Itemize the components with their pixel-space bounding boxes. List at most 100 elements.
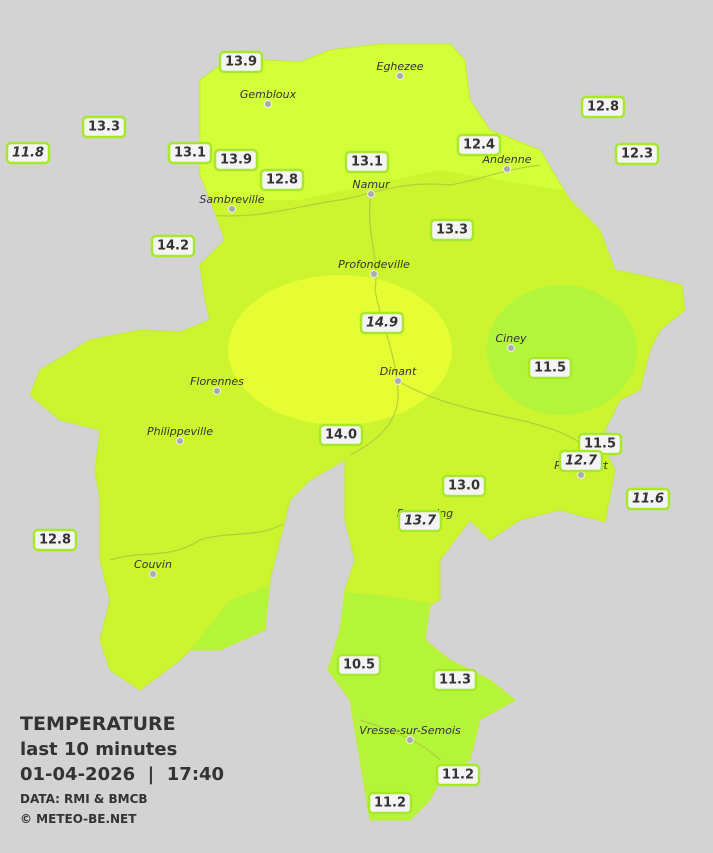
station: 13.7 bbox=[397, 509, 443, 533]
station-value: 11.5 bbox=[534, 361, 566, 376]
station-value: 12.3 bbox=[621, 147, 653, 162]
legend-title: TEMPERATURE bbox=[20, 713, 176, 735]
zone-cool bbox=[190, 585, 270, 650]
station-value: 13.0 bbox=[448, 479, 480, 494]
city-dot bbox=[370, 270, 378, 278]
station: 13.3 bbox=[429, 218, 475, 242]
station-box bbox=[213, 148, 259, 172]
city-label: Dinant bbox=[380, 365, 417, 378]
station: 12.3 bbox=[614, 142, 660, 166]
station: 11.2 bbox=[367, 791, 413, 815]
station-box bbox=[318, 423, 364, 447]
station-value: 13.9 bbox=[220, 153, 252, 168]
city-dot bbox=[149, 570, 157, 578]
station-box bbox=[336, 653, 382, 677]
station-value: 13.1 bbox=[351, 155, 383, 170]
city-dot bbox=[394, 377, 402, 385]
station-value: 11.3 bbox=[439, 673, 471, 688]
station: 13.1 bbox=[167, 141, 213, 165]
legend-timestamp: 01-04-2026 | 17:40 bbox=[20, 764, 224, 785]
city-label: Florennes bbox=[190, 375, 244, 388]
legend: TEMPERATURE last 10 minutes 01-04-2026 |… bbox=[20, 713, 224, 826]
station-value: 13.7 bbox=[404, 514, 437, 529]
city-dot bbox=[503, 165, 511, 173]
stations: 13.9 13.3 11.8 13.1 13.9 12.8 13.1 12.4 12.8 12.3… bbox=[5, 50, 671, 815]
station-box bbox=[429, 218, 475, 242]
station: 12.7 bbox=[558, 449, 604, 473]
city-dot bbox=[396, 72, 404, 80]
station-value: 12.4 bbox=[463, 138, 495, 153]
station: 11.5 bbox=[577, 432, 623, 456]
station: 11.6 bbox=[625, 487, 671, 511]
station-value: 10.5 bbox=[343, 658, 375, 673]
station-value: 12.7 bbox=[565, 454, 598, 469]
station-value: 11.6 bbox=[632, 492, 664, 507]
station-box bbox=[150, 234, 196, 258]
city-dot bbox=[264, 100, 272, 108]
city-label: Couvin bbox=[134, 558, 172, 571]
station: 12.8 bbox=[32, 528, 78, 552]
station-box bbox=[456, 133, 502, 157]
station-box bbox=[5, 141, 51, 165]
station-value: 11.2 bbox=[442, 768, 474, 783]
station-value: 13.1 bbox=[174, 146, 206, 161]
station-value: 14.0 bbox=[325, 428, 357, 443]
city-label: Gembloux bbox=[240, 88, 297, 101]
station-value: 11.2 bbox=[374, 796, 406, 811]
station: 13.9 bbox=[213, 148, 259, 172]
legend-subtitle: last 10 minutes bbox=[20, 739, 177, 760]
station: 11.3 bbox=[432, 668, 478, 692]
station: 14.2 bbox=[150, 234, 196, 258]
city-label: Profondeville bbox=[338, 258, 410, 271]
city-label: Ciney bbox=[496, 332, 527, 345]
station-box bbox=[432, 668, 478, 692]
legend-copyright: © METEO-BE.NET bbox=[20, 812, 137, 826]
station-value: 13.3 bbox=[88, 120, 120, 135]
station-value: 12.8 bbox=[39, 533, 71, 548]
station-value: 11.8 bbox=[12, 146, 44, 161]
zone-cool bbox=[320, 590, 520, 820]
station-value: 13.9 bbox=[225, 55, 257, 70]
station: 12.8 bbox=[580, 95, 626, 119]
city-dot bbox=[176, 437, 184, 445]
zone-cool bbox=[487, 285, 637, 415]
city-dot bbox=[406, 736, 414, 744]
station: 13.0 bbox=[441, 474, 487, 498]
city-label: Namur bbox=[352, 178, 391, 191]
station: 11.2 bbox=[435, 763, 481, 787]
zone-warm bbox=[228, 275, 452, 425]
legend-source: DATA: RMI & BMCB bbox=[20, 792, 148, 806]
station-box bbox=[344, 150, 390, 174]
station: 12.4 bbox=[456, 133, 502, 157]
station: 10.5 bbox=[336, 653, 382, 677]
station-box bbox=[167, 141, 213, 165]
station-box bbox=[397, 509, 443, 533]
city-label: Philippeville bbox=[147, 425, 213, 438]
station-box bbox=[527, 356, 573, 380]
station-box bbox=[614, 142, 660, 166]
station-value: 14.2 bbox=[157, 239, 189, 254]
station-box bbox=[81, 115, 127, 139]
station-box bbox=[259, 168, 305, 192]
city-dot bbox=[228, 205, 236, 213]
station: 11.5 bbox=[527, 356, 573, 380]
station-box bbox=[580, 95, 626, 119]
station-box bbox=[218, 50, 264, 74]
station-box bbox=[625, 487, 671, 511]
city-dot bbox=[577, 471, 585, 479]
station-box bbox=[359, 311, 405, 335]
station: 13.3 bbox=[81, 115, 127, 139]
station-value: 14.9 bbox=[366, 316, 398, 331]
station-box bbox=[558, 449, 604, 473]
station: 14.9 bbox=[359, 311, 405, 335]
station: 13.9 bbox=[218, 50, 264, 74]
station-value: 13.3 bbox=[436, 223, 468, 238]
station: 12.8 bbox=[259, 168, 305, 192]
station: 13.1 bbox=[344, 150, 390, 174]
station-box bbox=[441, 474, 487, 498]
station-box bbox=[32, 528, 78, 552]
station-box bbox=[435, 763, 481, 787]
city-label: Sambreville bbox=[199, 193, 264, 206]
station-value: 11.5 bbox=[584, 437, 616, 452]
